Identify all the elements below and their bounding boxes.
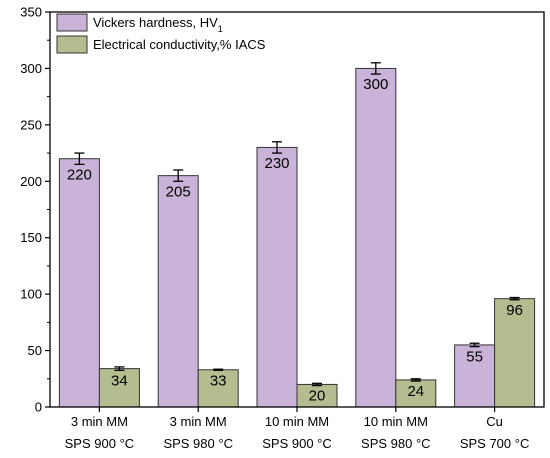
- data-label-series-2-5: 96: [506, 302, 523, 319]
- axes-layer: 0 50 100 150 200 250 300 350 3 min MM SPS 900 °C 3…: [20, 5, 545, 451]
- legend-label-subscript-1: 1: [218, 24, 223, 34]
- bar-series-1-3: [256, 146, 298, 408]
- legend: Vickers hardness, HV1 Electrical conducti…: [56, 13, 266, 54]
- x-category-label-3-line-1: 10 min MM: [265, 414, 329, 429]
- legend-swatch-2: [56, 35, 88, 54]
- legend-label-1: Vickers hardness, HV1: [93, 15, 223, 34]
- y-tick-label-8: 350: [20, 5, 42, 20]
- bar-series-1-5: [454, 344, 496, 408]
- legend-swatch-1: [56, 13, 88, 32]
- data-label-series-2-3: 20: [309, 388, 326, 405]
- data-label-series-1-1: 220: [67, 166, 92, 183]
- y-tick-label-7: 300: [20, 61, 42, 76]
- x-category-label-2-line-2: SPS 980 °C: [163, 436, 233, 451]
- x-category-label-1-line-1: 3 min MM: [71, 414, 128, 429]
- data-label-series-2-2: 33: [210, 372, 227, 389]
- data-label-series-1-2: 205: [166, 183, 191, 200]
- bar-series-1-1: [58, 158, 100, 408]
- x-category-label-5-line-2: SPS 700 °C: [460, 436, 530, 451]
- bar-series-2-5: [494, 298, 536, 408]
- x-category-label-1-line-2: SPS 900 °C: [65, 436, 135, 451]
- legend-label-2: Electrical conductivity,% IACS: [93, 37, 266, 52]
- x-category-label-4-line-2: SPS 980 °C: [361, 436, 431, 451]
- data-labels-layer: 220 205 230 300 55 34 33 20 24 96: [67, 76, 523, 404]
- x-category-label-3-line-2: SPS 900 °C: [262, 436, 332, 451]
- data-label-series-2-4: 24: [407, 383, 424, 400]
- y-tick-label-6: 250: [20, 117, 42, 132]
- x-category-label-5-line-1: Cu: [486, 414, 503, 429]
- bars-layer: [58, 62, 536, 408]
- x-category-label-4-line-1: 10 min MM: [364, 414, 428, 429]
- y-tick-label-3: 100: [20, 287, 42, 302]
- x-category-label-2-line-1: 3 min MM: [170, 414, 227, 429]
- bar-series-2-4: [395, 379, 437, 408]
- data-label-series-1-4: 300: [363, 76, 388, 93]
- data-label-series-2-1: 34: [111, 372, 128, 389]
- bar-series-1-4: [355, 67, 397, 408]
- y-tick-label-1: 0: [35, 400, 42, 415]
- data-label-series-1-3: 230: [264, 155, 289, 172]
- data-label-series-1-5: 55: [466, 349, 483, 366]
- y-tick-label-2: 50: [28, 343, 42, 358]
- y-tick-label-5: 200: [20, 174, 42, 189]
- bar-series-1-2: [157, 175, 199, 408]
- y-tick-label-4: 150: [20, 230, 42, 245]
